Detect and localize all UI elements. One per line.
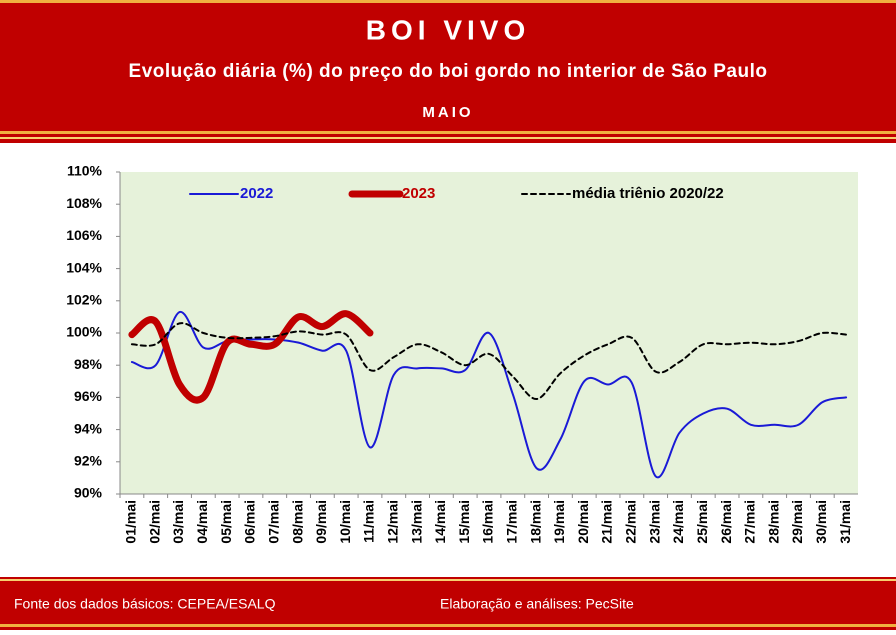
x-tick-label: 22/mai: [623, 500, 639, 544]
y-tick-label: 92%: [74, 453, 103, 469]
source: Fonte dos dados básicos: CEPEA/ESALQ: [14, 596, 276, 612]
x-tick-label: 21/mai: [599, 500, 615, 544]
x-tick-label: 26/mai: [718, 500, 734, 544]
legend-label: média triênio 2020/22: [572, 185, 724, 202]
x-tick-label: 29/mai: [789, 500, 805, 544]
divider: [0, 579, 896, 581]
y-tick-label: 94%: [74, 420, 103, 436]
x-tick-label: 07/mai: [265, 500, 281, 544]
x-tick-label: 01/mai: [123, 500, 139, 544]
y-tick-label: 108%: [66, 195, 102, 211]
y-tick-label: 100%: [66, 324, 102, 340]
series-line: [130, 322, 848, 401]
x-tick-label: 02/mai: [146, 500, 162, 544]
x-tick-label: 16/mai: [480, 500, 496, 544]
credit: Elaboração e análises: PecSite: [440, 596, 634, 612]
x-tick-label: 03/mai: [170, 500, 186, 544]
x-tick-label: 25/mai: [694, 500, 710, 544]
x-tick-label: 05/mai: [218, 500, 234, 544]
x-tick-label: 09/mai: [313, 500, 329, 544]
x-tick-label: 27/mai: [742, 500, 758, 544]
y-tick-label: 102%: [66, 292, 102, 308]
y-tick-label: 104%: [66, 259, 102, 275]
x-tick-label: 15/mai: [456, 500, 472, 544]
divider: [0, 137, 896, 139]
x-tick-label: 28/mai: [765, 500, 781, 544]
x-tick-label: 12/mai: [384, 500, 400, 544]
border: [0, 0, 896, 3]
x-tick-label: 18/mai: [527, 500, 543, 544]
x-tick-label: 11/mai: [361, 500, 377, 543]
x-tick-label: 24/mai: [670, 500, 686, 544]
x-tick-label: 06/mai: [242, 500, 258, 544]
chart-subtitle: Evolução diária (%) do preço do boi gord…: [129, 61, 768, 82]
x-tick-label: 17/mai: [504, 500, 520, 544]
period: MAIO: [422, 104, 473, 121]
x-tick-label: 23/mai: [646, 500, 662, 544]
x-tick-label: 19/mai: [551, 500, 567, 544]
y-tick-label: 96%: [74, 388, 103, 404]
border: [0, 624, 896, 627]
y-tick-label: 90%: [74, 485, 103, 501]
y-tick-label: 106%: [66, 227, 102, 243]
chart-title: BOI VIVO: [366, 14, 530, 45]
x-tick-label: 14/mai: [432, 500, 448, 544]
x-tick-label: 31/mai: [837, 500, 853, 544]
y-tick-label: 110%: [67, 163, 103, 179]
x-tick-label: 08/mai: [289, 500, 305, 544]
x-tick-label: 30/mai: [813, 500, 829, 544]
y-tick-label: 98%: [74, 356, 103, 372]
legend-label: 2023: [402, 185, 435, 202]
series-line: [130, 311, 848, 479]
divider: [0, 131, 896, 134]
x-tick-label: 13/mai: [408, 500, 424, 544]
legend-label: 2022: [240, 185, 273, 202]
x-tick-label: 20/mai: [575, 500, 591, 544]
x-tick-label: 04/mai: [194, 500, 210, 544]
series-line: [128, 310, 374, 404]
x-tick-label: 10/mai: [337, 500, 353, 544]
